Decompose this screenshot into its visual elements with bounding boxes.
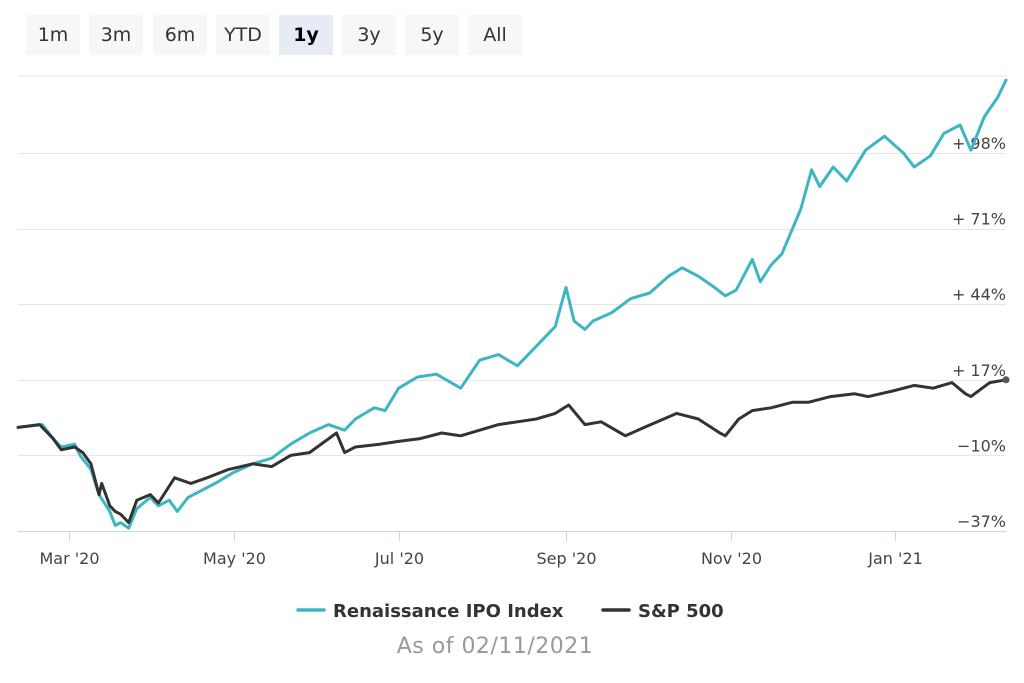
- range-button-all[interactable]: All: [468, 15, 522, 55]
- y-tick-label: + 17%: [952, 361, 1006, 380]
- series-end-marker: [1002, 376, 1010, 384]
- x-tick-label: Jan '21: [867, 549, 923, 568]
- series-line-renaissance-ipo-index[interactable]: [16, 78, 1008, 530]
- legend-label: S&P 500: [638, 601, 724, 622]
- x-tick-label: Mar '20: [39, 549, 99, 568]
- x-tick-label: Jul '20: [374, 549, 424, 568]
- range-button-1y[interactable]: 1y: [279, 15, 333, 55]
- y-tick-label: + 44%: [952, 285, 1006, 304]
- range-button-6m[interactable]: 6m: [153, 15, 207, 55]
- x-axis: Mar '20 May '20 Jul '20 Sep '20 Nov '20 Jan '…: [18, 531, 1006, 568]
- series-lines: [16, 78, 1010, 530]
- x-tick-label: Sep '20: [537, 549, 597, 568]
- grid-lines: [18, 75, 1006, 456]
- range-button-1m[interactable]: 1m: [26, 15, 80, 55]
- range-button-3y[interactable]: 3y: [342, 15, 396, 55]
- range-button-5y[interactable]: 5y: [405, 15, 459, 55]
- y-axis-labels: −37% −10% + 17% + 44% + 71% + 98%: [952, 134, 1006, 531]
- x-tick-label: Nov '20: [701, 549, 762, 568]
- legend-item-renaissance-ipo-index[interactable]: Renaissance IPO Index: [296, 601, 564, 622]
- range-button-3m[interactable]: 3m: [89, 15, 143, 55]
- range-button-ytd[interactable]: YTD: [216, 15, 270, 55]
- legend-item-sp-500[interactable]: S&P 500: [601, 601, 724, 622]
- x-tick-label: May '20: [203, 549, 266, 568]
- y-tick-label: −10%: [957, 436, 1006, 455]
- y-tick-label: + 98%: [952, 134, 1006, 153]
- y-tick-label: + 71%: [952, 210, 1006, 229]
- legend-label: Renaissance IPO Index: [333, 601, 564, 622]
- as-of-date: As of 02/11/2021: [396, 634, 594, 659]
- series-line-sp-500[interactable]: [16, 378, 1008, 525]
- legend[interactable]: Renaissance IPO Index S&P 500: [296, 601, 724, 622]
- y-tick-label: −37%: [957, 512, 1006, 531]
